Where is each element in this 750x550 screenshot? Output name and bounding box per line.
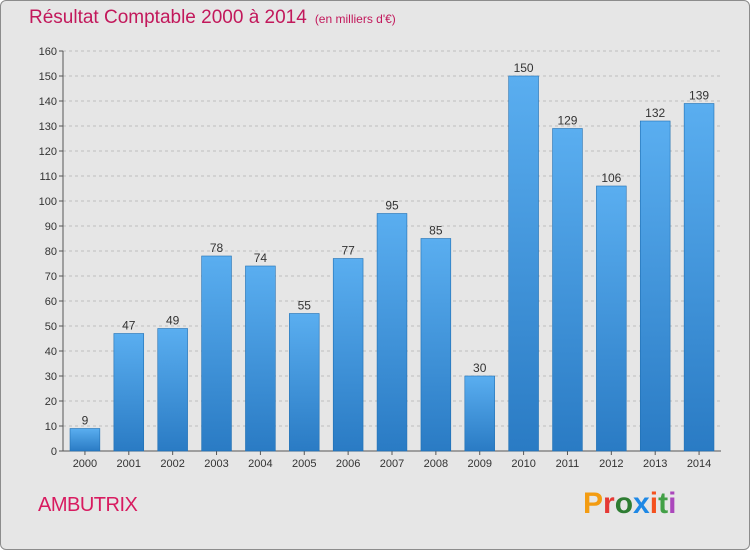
bar-2002 <box>157 328 188 452</box>
x-tick-label: 2008 <box>424 458 448 470</box>
y-tick-label: 80 <box>45 246 57 258</box>
bar-2006 <box>332 258 364 452</box>
y-tick-label: 110 <box>39 171 57 183</box>
logo-letter: r <box>603 487 615 520</box>
bar-2001 <box>113 333 145 452</box>
x-tick-label: 2002 <box>160 458 184 470</box>
chart-title-text: Résultat Comptable 2000 à 2014 <box>29 7 307 28</box>
bar-2003 <box>201 255 232 452</box>
x-tick-label: 2004 <box>248 458 272 470</box>
labels: 0 10 20 30 40 50 60 70 80 90 100 110 120 130 140 150 160… <box>39 46 712 470</box>
data-label-2012: 106 <box>601 171 621 185</box>
y-tick-label: 30 <box>45 371 57 383</box>
data-label-2002: 49 <box>166 314 180 328</box>
y-tick-label: 10 <box>45 421 57 433</box>
x-tick-label: 2009 <box>467 458 491 470</box>
y-tick-label: 70 <box>45 271 57 283</box>
logo-letter: i <box>649 487 659 520</box>
data-label-2011: 129 <box>557 114 577 128</box>
x-tick-label: 2014 <box>687 458 711 470</box>
bar-2014 <box>683 103 715 452</box>
y-tick-label: 0 <box>51 446 57 458</box>
bar-2012 <box>596 185 627 452</box>
bar-2013 <box>639 120 671 452</box>
x-tick-label: 2005 <box>292 458 316 470</box>
data-label-2013: 132 <box>645 106 665 120</box>
x-tick-label: 2006 <box>336 458 360 470</box>
x-tick-label: 2013 <box>643 458 667 470</box>
y-tick-label: 130 <box>39 121 57 133</box>
y-tick-label: 140 <box>39 96 57 108</box>
data-label-2005: 55 <box>298 299 312 313</box>
chart-title: Résultat Comptable 2000 à 2014 (en millie… <box>29 7 396 29</box>
y-tick-label: 150 <box>39 71 57 83</box>
bar-2008 <box>420 238 452 452</box>
bar-2007 <box>376 213 408 452</box>
data-label-2014: 139 <box>689 89 709 103</box>
y-tick-label: 60 <box>45 296 57 308</box>
x-tick-label: 2007 <box>380 458 404 470</box>
data-label-2001: 47 <box>122 319 136 333</box>
data-label-2009: 30 <box>473 361 487 375</box>
bar-2000 <box>69 428 101 452</box>
logo-letter: o <box>614 487 634 520</box>
data-label-2010: 150 <box>514 61 534 75</box>
y-tick-label: 100 <box>39 196 57 208</box>
logo-letter: t <box>658 487 669 520</box>
bar-2004 <box>245 265 276 452</box>
data-label-2006: 77 <box>341 244 355 258</box>
x-tick-label: 2010 <box>511 458 535 470</box>
y-tick-label: 50 <box>45 321 57 333</box>
data-label-2003: 78 <box>210 241 224 255</box>
logo-letter: P <box>583 487 604 520</box>
y-tick-label: 20 <box>45 396 57 408</box>
bar-2005 <box>289 313 320 452</box>
proxiti-logo: Proxiti <box>583 487 676 521</box>
x-tick-label: 2012 <box>599 458 623 470</box>
chart-subtitle: (en milliers d'€) <box>314 12 396 26</box>
y-tick-label: 90 <box>45 221 57 233</box>
y-tick-label: 160 <box>39 46 57 58</box>
bar-2009 <box>464 375 495 452</box>
logo-letter: x <box>633 487 650 520</box>
commune-name: AMBUTRIX <box>38 494 138 516</box>
bars <box>69 75 715 452</box>
y-tick-label: 120 <box>39 146 57 158</box>
data-label-2000: 9 <box>82 414 89 428</box>
x-tick-label: 2000 <box>73 458 97 470</box>
bar-2010 <box>508 75 539 452</box>
y-tick-label: 40 <box>45 346 57 358</box>
x-tick-label: 2011 <box>556 458 580 470</box>
data-label-2007: 95 <box>385 199 399 213</box>
logo-letter: i <box>668 487 677 520</box>
data-label-2004: 74 <box>254 251 268 265</box>
x-tick-label: 2003 <box>204 458 228 470</box>
data-label-2008: 85 <box>429 224 443 238</box>
bar-2011 <box>552 128 583 452</box>
x-tick-label: 2001 <box>117 458 141 470</box>
